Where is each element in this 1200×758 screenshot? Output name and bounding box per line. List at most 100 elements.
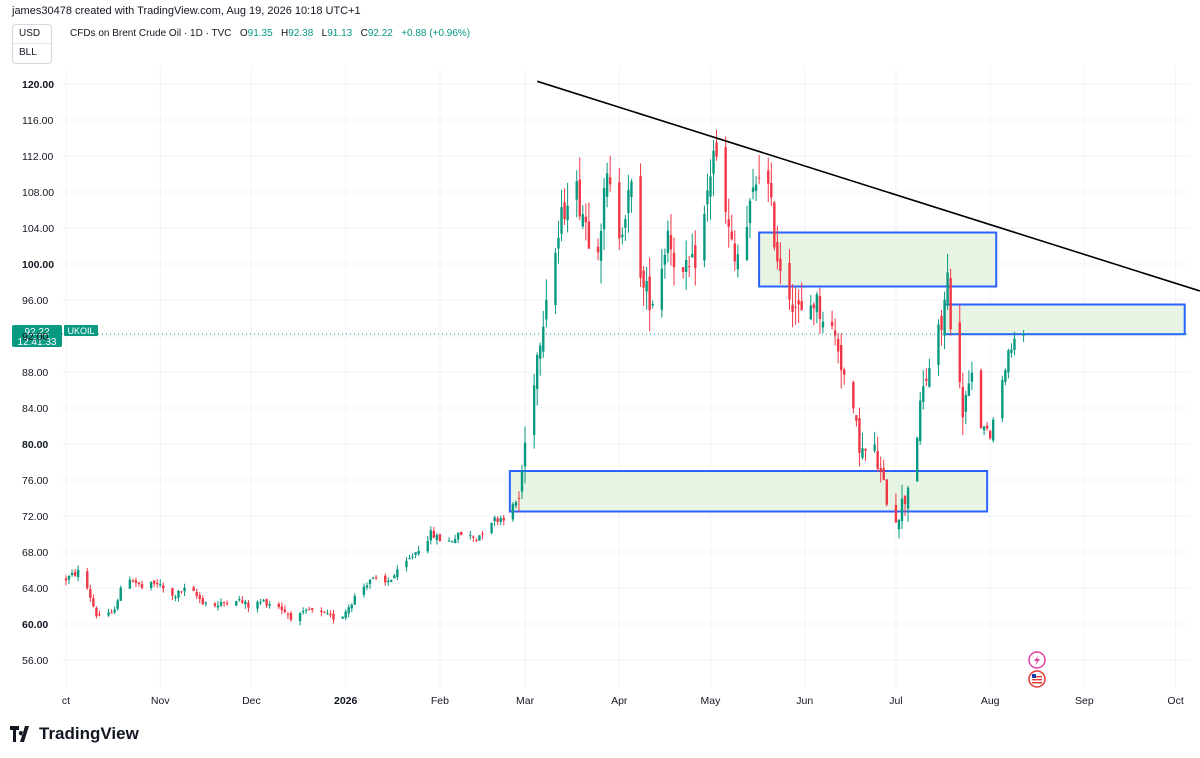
- supply-demand-zone: [758, 231, 998, 288]
- candle-body: [779, 258, 782, 272]
- candle-body: [1001, 380, 1004, 419]
- price-axis: 120.00 116.00 112.00 108.00 104.00 100.00 96.0…: [22, 79, 54, 667]
- candle-body: [703, 213, 706, 261]
- candle-body: [238, 599, 241, 601]
- candle-body: [797, 300, 800, 305]
- candle-body: [861, 448, 864, 458]
- candle-body: [557, 237, 560, 249]
- y-tick-label: 60.00: [22, 619, 48, 631]
- x-tick-label: Dec: [242, 695, 261, 707]
- candle-body: [885, 479, 888, 505]
- candle-body: [715, 142, 718, 157]
- candle-body: [475, 539, 478, 541]
- candle-body: [897, 519, 901, 530]
- open-label: O: [239, 28, 248, 39]
- y-tick-label: 72.00: [22, 511, 48, 523]
- candle-body: [262, 600, 265, 602]
- candle-body: [520, 471, 524, 492]
- candle-body: [198, 595, 201, 599]
- candle-body: [134, 580, 138, 583]
- symbol-unit-box[interactable]: USD BLL: [12, 24, 52, 64]
- candle-body: [384, 575, 387, 583]
- candle-body: [332, 613, 335, 620]
- candle-body: [268, 604, 271, 606]
- candle-body: [219, 602, 223, 606]
- candle-body: [286, 613, 290, 615]
- candle-body: [1013, 338, 1016, 350]
- candle-body: [694, 245, 697, 269]
- candle-body: [894, 504, 898, 523]
- candle-body: [478, 535, 481, 541]
- candle-body: [602, 188, 606, 230]
- candle-body: [794, 306, 797, 308]
- low-label: L: [321, 28, 328, 39]
- candle-body: [350, 604, 353, 609]
- candle-body: [575, 181, 578, 200]
- candle-body: [460, 531, 463, 535]
- y-tick-label: 68.00: [22, 547, 48, 559]
- x-tick-label: Mar: [516, 695, 535, 707]
- candle-body: [368, 579, 372, 585]
- candle-body: [873, 444, 876, 451]
- candle-body: [365, 585, 369, 588]
- candle-body: [882, 468, 885, 480]
- candle-body: [204, 602, 208, 604]
- y-tick-label: 116.00: [22, 115, 53, 127]
- symbol-tag-label: UKOIL: [67, 326, 94, 336]
- candle-body: [192, 587, 195, 591]
- x-tick-label: Apr: [611, 695, 628, 707]
- candle-body: [162, 585, 165, 589]
- candle-body: [472, 536, 475, 538]
- candle-body: [928, 367, 931, 387]
- candle-body: [843, 369, 846, 375]
- candle-body: [712, 150, 715, 174]
- candle-body: [788, 262, 791, 300]
- candle-body: [241, 600, 244, 603]
- x-tick-label: Aug: [981, 695, 1000, 707]
- candle-body: [265, 599, 268, 606]
- candle-body: [304, 609, 308, 611]
- candle-body: [727, 219, 730, 227]
- candle-body: [706, 190, 709, 205]
- candle-body: [396, 569, 399, 578]
- y-tick-label: 92.00: [22, 331, 48, 343]
- x-tick-label: Nov: [151, 695, 170, 707]
- candle-body: [511, 504, 515, 520]
- candle-body: [1007, 350, 1010, 373]
- candle-body: [724, 147, 727, 213]
- y-tick-label: 80.00: [22, 439, 48, 451]
- candle-body: [800, 301, 803, 311]
- low-value: 91.13: [327, 28, 353, 39]
- candle-body: [110, 612, 113, 614]
- candle-body: [1010, 349, 1013, 354]
- candle-body: [672, 252, 676, 268]
- y-tick-label: 100.00: [22, 259, 54, 271]
- candle-body: [1004, 370, 1007, 382]
- candle-body: [283, 609, 287, 613]
- x-tick-label: Jul: [889, 695, 902, 707]
- candle-body: [660, 268, 664, 310]
- candle-body: [490, 522, 493, 534]
- y-tick-label: 112.00: [22, 151, 53, 163]
- instrument-name: CFDs on Brent Crude Oil · 1D · TVC: [70, 28, 232, 39]
- candle-body: [605, 173, 609, 197]
- x-tick-label: Jun: [796, 695, 813, 707]
- candle-body: [408, 558, 411, 560]
- change-value: +0.88 (+0.96%): [401, 28, 471, 39]
- candle-body: [323, 611, 326, 613]
- candle-body: [599, 231, 603, 261]
- candle-body: [906, 487, 910, 509]
- candle-body: [985, 425, 989, 429]
- candle-body: [949, 278, 952, 330]
- candle-body: [183, 587, 186, 592]
- y-tick-label: 108.00: [22, 187, 54, 199]
- candle-body: [195, 591, 198, 596]
- candle-body: [426, 540, 429, 552]
- candle-body: [943, 299, 946, 336]
- candle-body: [171, 588, 174, 596]
- flag-stripe-icon: [1032, 679, 1042, 681]
- candle-body: [596, 246, 600, 253]
- tradingview-logo[interactable]: TradingView: [10, 724, 139, 744]
